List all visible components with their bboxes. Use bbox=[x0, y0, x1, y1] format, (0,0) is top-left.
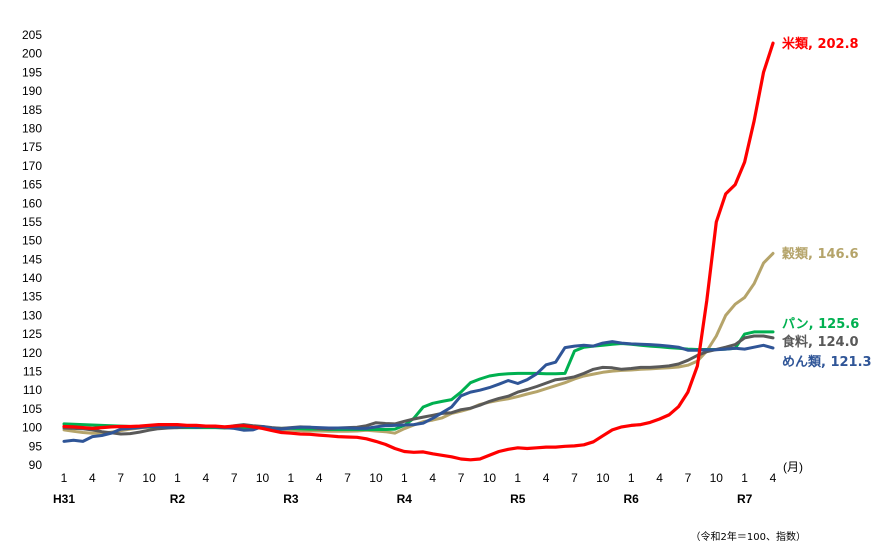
x-era-tick-R4: R4 bbox=[397, 492, 413, 506]
x-month-tick-33: 10 bbox=[369, 471, 383, 485]
x-month-tick-75: 4 bbox=[770, 471, 777, 485]
y-tick-label-100: 100 bbox=[22, 421, 42, 435]
x-month-tick-27: 4 bbox=[316, 471, 323, 485]
x-month-tick-48: 1 bbox=[514, 471, 521, 485]
x-month-tick-24: 1 bbox=[288, 471, 295, 485]
series-end-label-0: 米類, 202.8 bbox=[782, 36, 859, 52]
x-era-tick-R6: R6 bbox=[624, 492, 640, 506]
series-end-labels: 米類, 202.8 穀類, 146.6 パン, 125.6 食料, 124.0 めん類,… bbox=[781, 36, 872, 370]
y-tick-label-120: 120 bbox=[22, 346, 42, 360]
y-tick-label-110: 110 bbox=[23, 383, 42, 397]
x-axis: 1 4 7 10 1 4 7 10 1 4 7 10 1 4 7 10 1 4 7 10 1 4 7 10 1 4 H31 R2 R3 R… bbox=[53, 460, 803, 506]
x-era-tick-R7: R7 bbox=[737, 492, 753, 506]
series-line-3 bbox=[62, 334, 775, 436]
y-tick-label-170: 170 bbox=[22, 159, 42, 173]
x-month-tick-66: 7 bbox=[685, 471, 692, 485]
y-tick-label-180: 180 bbox=[22, 121, 42, 135]
x-month-tick-12: 1 bbox=[174, 471, 181, 485]
x-month-tick-30: 7 bbox=[344, 471, 351, 485]
x-month-tick-60: 1 bbox=[628, 471, 635, 485]
series-end-label-2: パン, 125.6 bbox=[782, 317, 859, 332]
y-tick-label-160: 160 bbox=[22, 196, 42, 210]
series-end-label-1: 穀類, 146.6 bbox=[781, 246, 859, 262]
x-month-tick-18: 7 bbox=[231, 471, 238, 485]
y-tick-label-130: 130 bbox=[22, 308, 42, 322]
y-tick-label-90: 90 bbox=[29, 458, 43, 472]
y-tick-label-105: 105 bbox=[22, 402, 42, 416]
y-tick-label-175: 175 bbox=[22, 140, 42, 154]
x-era-tick-R2: R2 bbox=[170, 492, 186, 506]
x-month-tick-42: 7 bbox=[458, 471, 465, 485]
x-era-tick-H31: H31 bbox=[53, 492, 75, 506]
x-month-tick-9: 10 bbox=[142, 471, 156, 485]
x-month-tick-51: 4 bbox=[543, 471, 550, 485]
x-month-tick-6: 7 bbox=[117, 471, 124, 485]
series-end-label-3: 食料, 124.0 bbox=[782, 334, 859, 350]
x-era-tick-R5: R5 bbox=[510, 492, 526, 506]
x-month-tick-39: 4 bbox=[429, 471, 436, 485]
x-month-tick-72: 1 bbox=[741, 471, 748, 485]
x-month-tick-63: 4 bbox=[656, 471, 663, 485]
y-axis-tick-labels: 90 95 100 105 110 115 120 125 130 135 140 145 150 155… bbox=[22, 28, 42, 472]
y-tick-label-135: 135 bbox=[22, 290, 42, 304]
x-month-tick-3: 4 bbox=[89, 471, 96, 485]
y-tick-label-140: 140 bbox=[22, 271, 42, 285]
x-month-tick-21: 10 bbox=[256, 471, 270, 485]
y-tick-label-145: 145 bbox=[22, 252, 42, 266]
series-end-label-4: めん類, 121.3 bbox=[782, 355, 872, 370]
y-tick-label-185: 185 bbox=[22, 103, 42, 117]
x-unit-label: (月) bbox=[783, 460, 803, 474]
x-month-tick-0: 1 bbox=[61, 471, 68, 485]
series-line-4 bbox=[62, 340, 775, 443]
index-base-note: （令和2年＝100、指数） bbox=[690, 532, 806, 543]
x-month-tick-36: 1 bbox=[401, 471, 408, 485]
y-tick-label-125: 125 bbox=[22, 327, 42, 341]
x-era-tick-R3: R3 bbox=[283, 492, 299, 506]
y-tick-label-190: 190 bbox=[22, 84, 42, 98]
y-tick-label-200: 200 bbox=[22, 47, 42, 61]
series-line-0 bbox=[62, 41, 775, 462]
x-month-tick-57: 10 bbox=[596, 471, 610, 485]
y-tick-label-165: 165 bbox=[22, 178, 42, 192]
x-month-tick-45: 10 bbox=[483, 471, 497, 485]
series-lines bbox=[62, 41, 775, 462]
series-line-1 bbox=[62, 251, 775, 435]
y-tick-label-115: 115 bbox=[23, 365, 42, 379]
x-month-tick-54: 7 bbox=[571, 471, 578, 485]
y-tick-label-205: 205 bbox=[22, 28, 42, 42]
y-tick-label-95: 95 bbox=[29, 439, 43, 453]
y-tick-label-155: 155 bbox=[22, 215, 42, 229]
x-month-tick-69: 10 bbox=[710, 471, 724, 485]
y-tick-label-150: 150 bbox=[22, 234, 42, 248]
y-tick-label-195: 195 bbox=[22, 65, 42, 79]
x-month-tick-15: 4 bbox=[202, 471, 209, 485]
